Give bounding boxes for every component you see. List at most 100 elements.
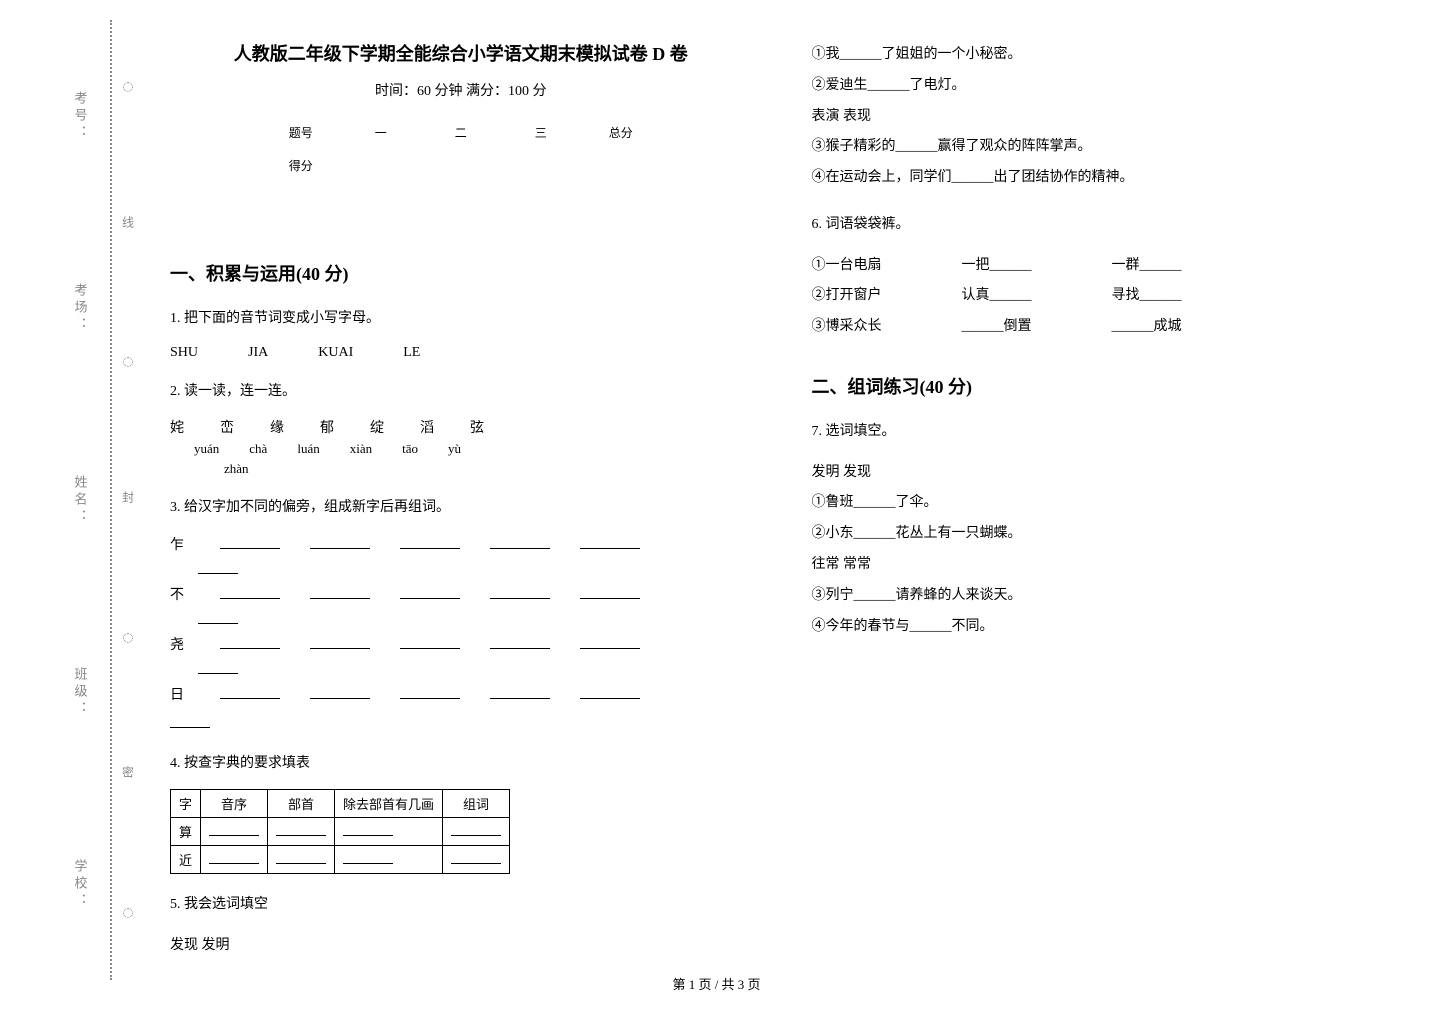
table-cell: [201, 846, 268, 874]
question-1-items: SHU JIA KUAI LE: [170, 345, 752, 361]
q2-pinyin: yù: [448, 441, 461, 457]
page-content: 人教版二年级下学期全能综合小学语文期末模拟试卷 D 卷 时间：60 分钟 满分：…: [170, 40, 1393, 971]
table-row: 算: [171, 818, 510, 846]
table-header: 字: [171, 790, 201, 818]
q7-group1: 发明 发现: [812, 458, 1394, 489]
q3-char: 不: [170, 584, 190, 604]
binding-label: 姓名：: [71, 475, 90, 526]
binding-label: 班级：: [71, 667, 90, 718]
blank: [198, 560, 238, 574]
blank: [451, 863, 501, 864]
page-footer: 第 1 页 / 共 3 页: [0, 974, 1433, 993]
table-row: 字 音序 部首 除去部首有几画 组词: [171, 790, 510, 818]
q3-row: 日: [170, 684, 752, 704]
score-cell: [526, 157, 556, 174]
q2-pinyin: luán: [297, 441, 319, 457]
q5-line: ①我______了姐姐的一个小秘密。: [812, 40, 1394, 71]
question-1-prompt: 1. 把下面的音节词变成小写字母。: [170, 306, 752, 333]
binding-mark: 封: [120, 491, 137, 509]
table-header: 部首: [268, 790, 335, 818]
q5-line: ④在运动会上，同学们______出了团结协作的精神。: [812, 163, 1394, 194]
table-header: 组词: [443, 790, 510, 818]
blank: [276, 835, 326, 836]
q1-item: SHU: [170, 345, 198, 361]
q1-item: KUAI: [318, 345, 353, 361]
page-title: 人教版二年级下学期全能综合小学语文期末模拟试卷 D 卷: [170, 40, 752, 66]
binding-circle-icon: [123, 633, 133, 643]
blank: [580, 635, 640, 649]
blank: [400, 685, 460, 699]
blank: [490, 585, 550, 599]
blank: [400, 585, 460, 599]
score-cell: 得分: [286, 157, 316, 174]
q7-group2: 往常 常常: [812, 550, 1394, 581]
blank: [343, 863, 393, 864]
blank: [220, 685, 280, 699]
q6-item: 寻找______: [1112, 281, 1182, 312]
question-2-extra: zhàn: [194, 461, 752, 477]
table-cell: [443, 846, 510, 874]
page-subtitle: 时间：60 分钟 满分：100 分: [170, 80, 752, 100]
q6-item: ①一台电扇: [812, 251, 882, 282]
score-cell: 总分: [606, 124, 636, 141]
q2-pinyin-extra: zhàn: [224, 461, 249, 477]
blank: [310, 635, 370, 649]
q6-item: 一群______: [1112, 251, 1182, 282]
q3-char: 乍: [170, 534, 190, 554]
q3-char: 日: [170, 684, 190, 704]
blank: [580, 685, 640, 699]
score-cell: [446, 157, 476, 174]
table-cell: 算: [171, 818, 201, 846]
table-cell: [335, 846, 443, 874]
score-cell: 三: [526, 124, 556, 141]
section-heading-2: 二、组词练习(40 分): [812, 373, 1394, 399]
q5-line: ②爱迪生______了电灯。: [812, 71, 1394, 102]
q7-line: ④今年的春节与______不同。: [812, 612, 1394, 643]
table-cell: [335, 818, 443, 846]
q3-row: 乍: [170, 534, 752, 554]
binding-mark: 线: [120, 216, 137, 234]
binding-circle-icon: [123, 357, 133, 367]
question-3-prompt: 3. 给汉字加不同的偏旁，组成新字后再组词。: [170, 495, 752, 522]
table-header: 音序: [201, 790, 268, 818]
question-2-pinyin: yuán chà luán xiàn tāo yù: [194, 441, 752, 457]
q3-row: 不: [170, 584, 752, 604]
q6-item: ②打开窗户: [812, 281, 882, 312]
binding-label: 考场：: [71, 283, 90, 334]
binding-circle-icon: [123, 908, 133, 918]
q7-line: ②小东______花丛上有一只蝴蝶。: [812, 519, 1394, 550]
question-7-prompt: 7. 选词填空。: [812, 419, 1394, 446]
blank: [276, 863, 326, 864]
section-heading-1: 一、积累与运用(40 分): [170, 260, 752, 286]
q5-line: ③猴子精彩的______赢得了观众的阵阵掌声。: [812, 132, 1394, 163]
q6-row: ③博采众长 ______倒置 ______成城: [812, 312, 1394, 343]
q2-char: 滔: [420, 417, 434, 437]
question-4-table: 字 音序 部首 除去部首有几画 组词 算 近: [170, 789, 510, 874]
blank: [580, 535, 640, 549]
blank: [400, 535, 460, 549]
q6-row: ①一台电扇 一把______ 一群______: [812, 251, 1394, 282]
q2-pinyin: chà: [249, 441, 267, 457]
q2-char: 郁: [320, 417, 334, 437]
question-5-prompt: 5. 我会选词填空: [170, 892, 752, 919]
binding-mark: 密: [120, 766, 137, 784]
table-cell: [268, 846, 335, 874]
q3-char: 尧: [170, 634, 190, 654]
table-row: 近: [171, 846, 510, 874]
blank: [220, 635, 280, 649]
q2-pinyin: xiàn: [350, 441, 372, 457]
table-cell: [443, 818, 510, 846]
q5-group2: 表演 表现: [812, 102, 1394, 133]
score-cell: 题号: [286, 124, 316, 141]
question-2-chars: 姹 峦 缘 郁 绽 滔 弦: [170, 417, 752, 437]
blank: [209, 863, 259, 864]
score-cell: [606, 157, 636, 174]
q6-item: ③博采众长: [812, 312, 882, 343]
score-cell: 一: [366, 124, 396, 141]
blank: [198, 610, 238, 624]
table-cell: [268, 818, 335, 846]
blank: [310, 585, 370, 599]
score-cell: [366, 157, 396, 174]
q6-item: ______倒置: [962, 312, 1032, 343]
binding-circle-icon: [123, 82, 133, 92]
